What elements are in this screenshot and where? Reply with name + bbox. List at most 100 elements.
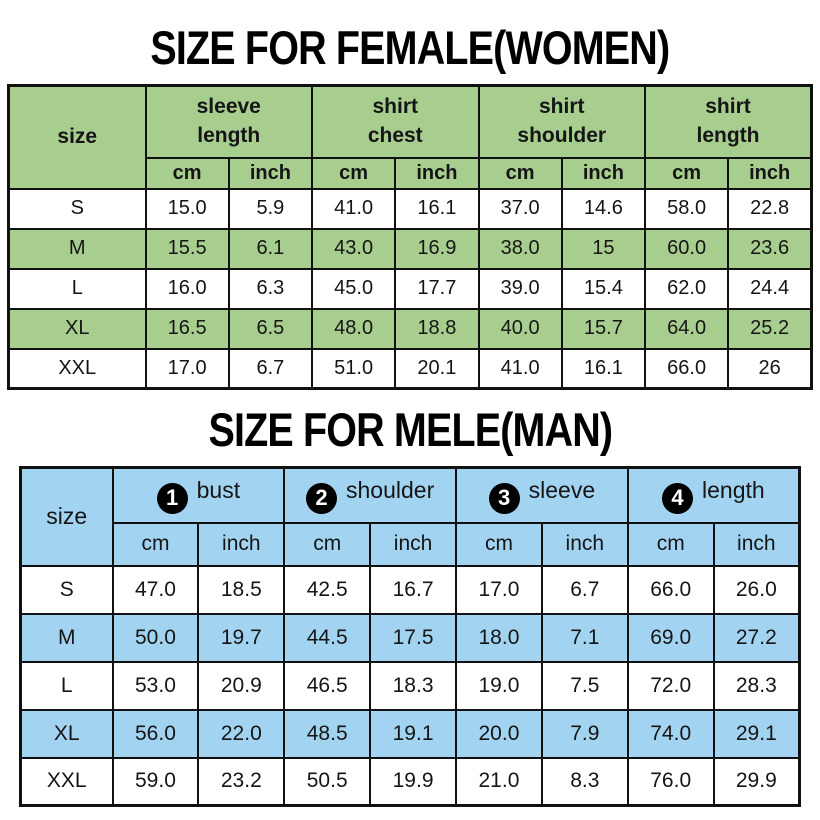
measurement-cell: 26.0 bbox=[712, 564, 801, 615]
size-cell: XL bbox=[19, 708, 114, 759]
measurement-cell: 7.1 bbox=[540, 612, 629, 663]
measurement-cell: 43.0 bbox=[310, 227, 397, 270]
measurement-cell: 48.5 bbox=[283, 708, 372, 759]
unit-header-cell: inch bbox=[197, 521, 286, 567]
measurement-cell: 28.3 bbox=[712, 660, 801, 711]
unit-header-cell: cm bbox=[477, 156, 563, 190]
measurement-cell: 29.1 bbox=[712, 708, 801, 759]
female-chart-title: SIZE FOR FEMALE(WOMEN) bbox=[150, 21, 671, 74]
measurement-cell: 6.1 bbox=[227, 227, 314, 270]
unit-header-cell: inch bbox=[727, 156, 813, 190]
unit-header-row: cm inch cm inch cm inch cm inch bbox=[21, 521, 801, 567]
size-cell: XXL bbox=[7, 347, 147, 390]
measurement-cell: 62.0 bbox=[643, 267, 730, 310]
measurement-group-label-line: length bbox=[197, 123, 261, 147]
size-cell: S bbox=[7, 187, 147, 230]
measurement-cell: 26 bbox=[727, 347, 813, 390]
measurement-cell: 53.0 bbox=[111, 660, 200, 711]
measurement-group-label-line: sleeve bbox=[196, 95, 261, 119]
size-row: S 47.0 18.5 42.5 16.7 17.0 6.7 66.0 26.0 bbox=[19, 564, 801, 615]
measurement-cell: 25.2 bbox=[727, 307, 813, 350]
measurement-cell: 17.5 bbox=[369, 612, 457, 663]
measurement-cell: 56.0 bbox=[111, 708, 200, 759]
size-cell: M bbox=[7, 227, 147, 270]
measurement-cell: 23.6 bbox=[727, 227, 813, 270]
measurement-cell: 15.4 bbox=[560, 267, 647, 310]
measurement-cell: 51.0 bbox=[310, 347, 397, 390]
size-row: L 16.0 6.3 45.0 17.7 39.0 15.4 62.0 24.4 bbox=[7, 267, 813, 310]
female-chart-title-row: SIZE FOR FEMALE(WOMEN) bbox=[0, 22, 820, 74]
table-body: S 47.0 18.5 42.5 16.7 17.0 6.7 66.0 26.0 M 50.0 19.… bbox=[19, 564, 801, 807]
unit-header-cell: cm bbox=[111, 521, 200, 567]
measurement-cell: 50.0 bbox=[111, 612, 200, 663]
male-chart-title-row: SIZE FOR MELE(MAN) bbox=[0, 404, 820, 456]
circled-number-badge: 2 bbox=[306, 482, 337, 514]
measurement-cell: 20.1 bbox=[394, 347, 480, 390]
measurement-cell: 58.0 bbox=[643, 187, 730, 230]
size-row: XL 16.5 6.5 48.0 18.8 40.0 15.7 64.0 25.2 bbox=[7, 307, 813, 350]
measurement-cell: 18.0 bbox=[455, 612, 543, 663]
table-header: size sleeve length shirt chest shirt shoulder s… bbox=[7, 84, 813, 190]
unit-header-cell: cm bbox=[455, 521, 543, 567]
measurement-cell: 72.0 bbox=[626, 660, 715, 711]
unit-header-cell: cm bbox=[283, 521, 372, 567]
size-row: XL 56.0 22.0 48.5 19.1 20.0 7.9 74.0 29.1 bbox=[19, 708, 801, 759]
group-header-row: size sleeve length shirt chest shirt shoulder s… bbox=[7, 84, 813, 190]
size-row: M 15.5 6.1 43.0 16.9 38.0 15 60.0 23.6 bbox=[7, 227, 813, 270]
unit-header-cell: cm bbox=[626, 521, 715, 567]
measurement-cell: 14.6 bbox=[560, 187, 647, 230]
measurement-cell: 7.9 bbox=[540, 708, 629, 759]
unit-header-cell: inch bbox=[712, 521, 801, 567]
measurement-cell: 18.8 bbox=[394, 307, 480, 350]
unit-header-row: cm inch cm inch cm inch cm inch bbox=[9, 156, 813, 190]
measurement-cell: 47.0 bbox=[111, 564, 200, 615]
measurement-cell: 59.0 bbox=[111, 756, 200, 807]
measurement-cell: 20.0 bbox=[455, 708, 543, 759]
size-cell: XXL bbox=[19, 756, 114, 807]
measurement-group-header: shirt chest bbox=[311, 84, 480, 159]
size-column-header: size bbox=[7, 84, 147, 190]
size-cell: L bbox=[7, 267, 147, 310]
male-chart-title: SIZE FOR MELE(MAN) bbox=[208, 403, 613, 456]
size-row: L 53.0 20.9 46.5 18.3 19.0 7.5 72.0 28.3 bbox=[19, 660, 801, 711]
measurement-cell: 6.7 bbox=[227, 347, 314, 390]
measurement-cell: 7.5 bbox=[540, 660, 629, 711]
measurement-cell: 39.0 bbox=[477, 267, 563, 310]
size-cell: L bbox=[19, 660, 114, 711]
measurement-group-header: shirt shoulder bbox=[477, 84, 646, 159]
measurement-group-header: 3 sleeve bbox=[455, 466, 629, 524]
measurement-group-label: bust bbox=[196, 477, 241, 503]
size-row: XXL 17.0 6.7 51.0 20.1 41.0 16.1 66.0 26 bbox=[7, 347, 813, 390]
measurement-cell: 15.0 bbox=[144, 187, 230, 230]
measurement-cell: 50.5 bbox=[283, 756, 372, 807]
measurement-cell: 22.8 bbox=[727, 187, 813, 230]
measurement-group-header: 2 shoulder bbox=[283, 466, 457, 524]
measurement-cell: 8.3 bbox=[540, 756, 629, 807]
measurement-cell: 16.1 bbox=[394, 187, 480, 230]
measurement-cell: 66.0 bbox=[643, 347, 730, 390]
measurement-group-label-line: shirt bbox=[705, 95, 751, 119]
unit-header-cell: inch bbox=[394, 156, 480, 190]
table-header: size 1 bust 2 shoulder 3 sleeve 4 length cm inch cm… bbox=[19, 466, 801, 567]
measurement-cell: 69.0 bbox=[626, 612, 715, 663]
size-cell: S bbox=[19, 564, 114, 615]
female-size-table: size sleeve length shirt chest shirt shoulder s… bbox=[7, 84, 813, 390]
measurement-cell: 64.0 bbox=[643, 307, 730, 350]
size-cell: M bbox=[19, 612, 114, 663]
measurement-group-label: sleeve bbox=[528, 477, 596, 503]
measurement-cell: 74.0 bbox=[626, 708, 715, 759]
size-column-header: size bbox=[19, 466, 114, 567]
measurement-cell: 6.7 bbox=[540, 564, 629, 615]
measurement-cell: 41.0 bbox=[477, 347, 563, 390]
size-row: M 50.0 19.7 44.5 17.5 18.0 7.1 69.0 27.2 bbox=[19, 612, 801, 663]
measurement-cell: 17.7 bbox=[394, 267, 480, 310]
measurement-cell: 15.5 bbox=[144, 227, 230, 270]
measurement-cell: 6.5 bbox=[227, 307, 314, 350]
circled-number-badge: 4 bbox=[662, 482, 694, 514]
measurement-cell: 42.5 bbox=[283, 564, 372, 615]
measurement-cell: 16.9 bbox=[394, 227, 480, 270]
measurement-cell: 17.0 bbox=[455, 564, 543, 615]
unit-header-cell: inch bbox=[369, 521, 457, 567]
unit-header-cell: cm bbox=[643, 156, 730, 190]
measurement-group-label-line: shirt bbox=[538, 95, 585, 119]
